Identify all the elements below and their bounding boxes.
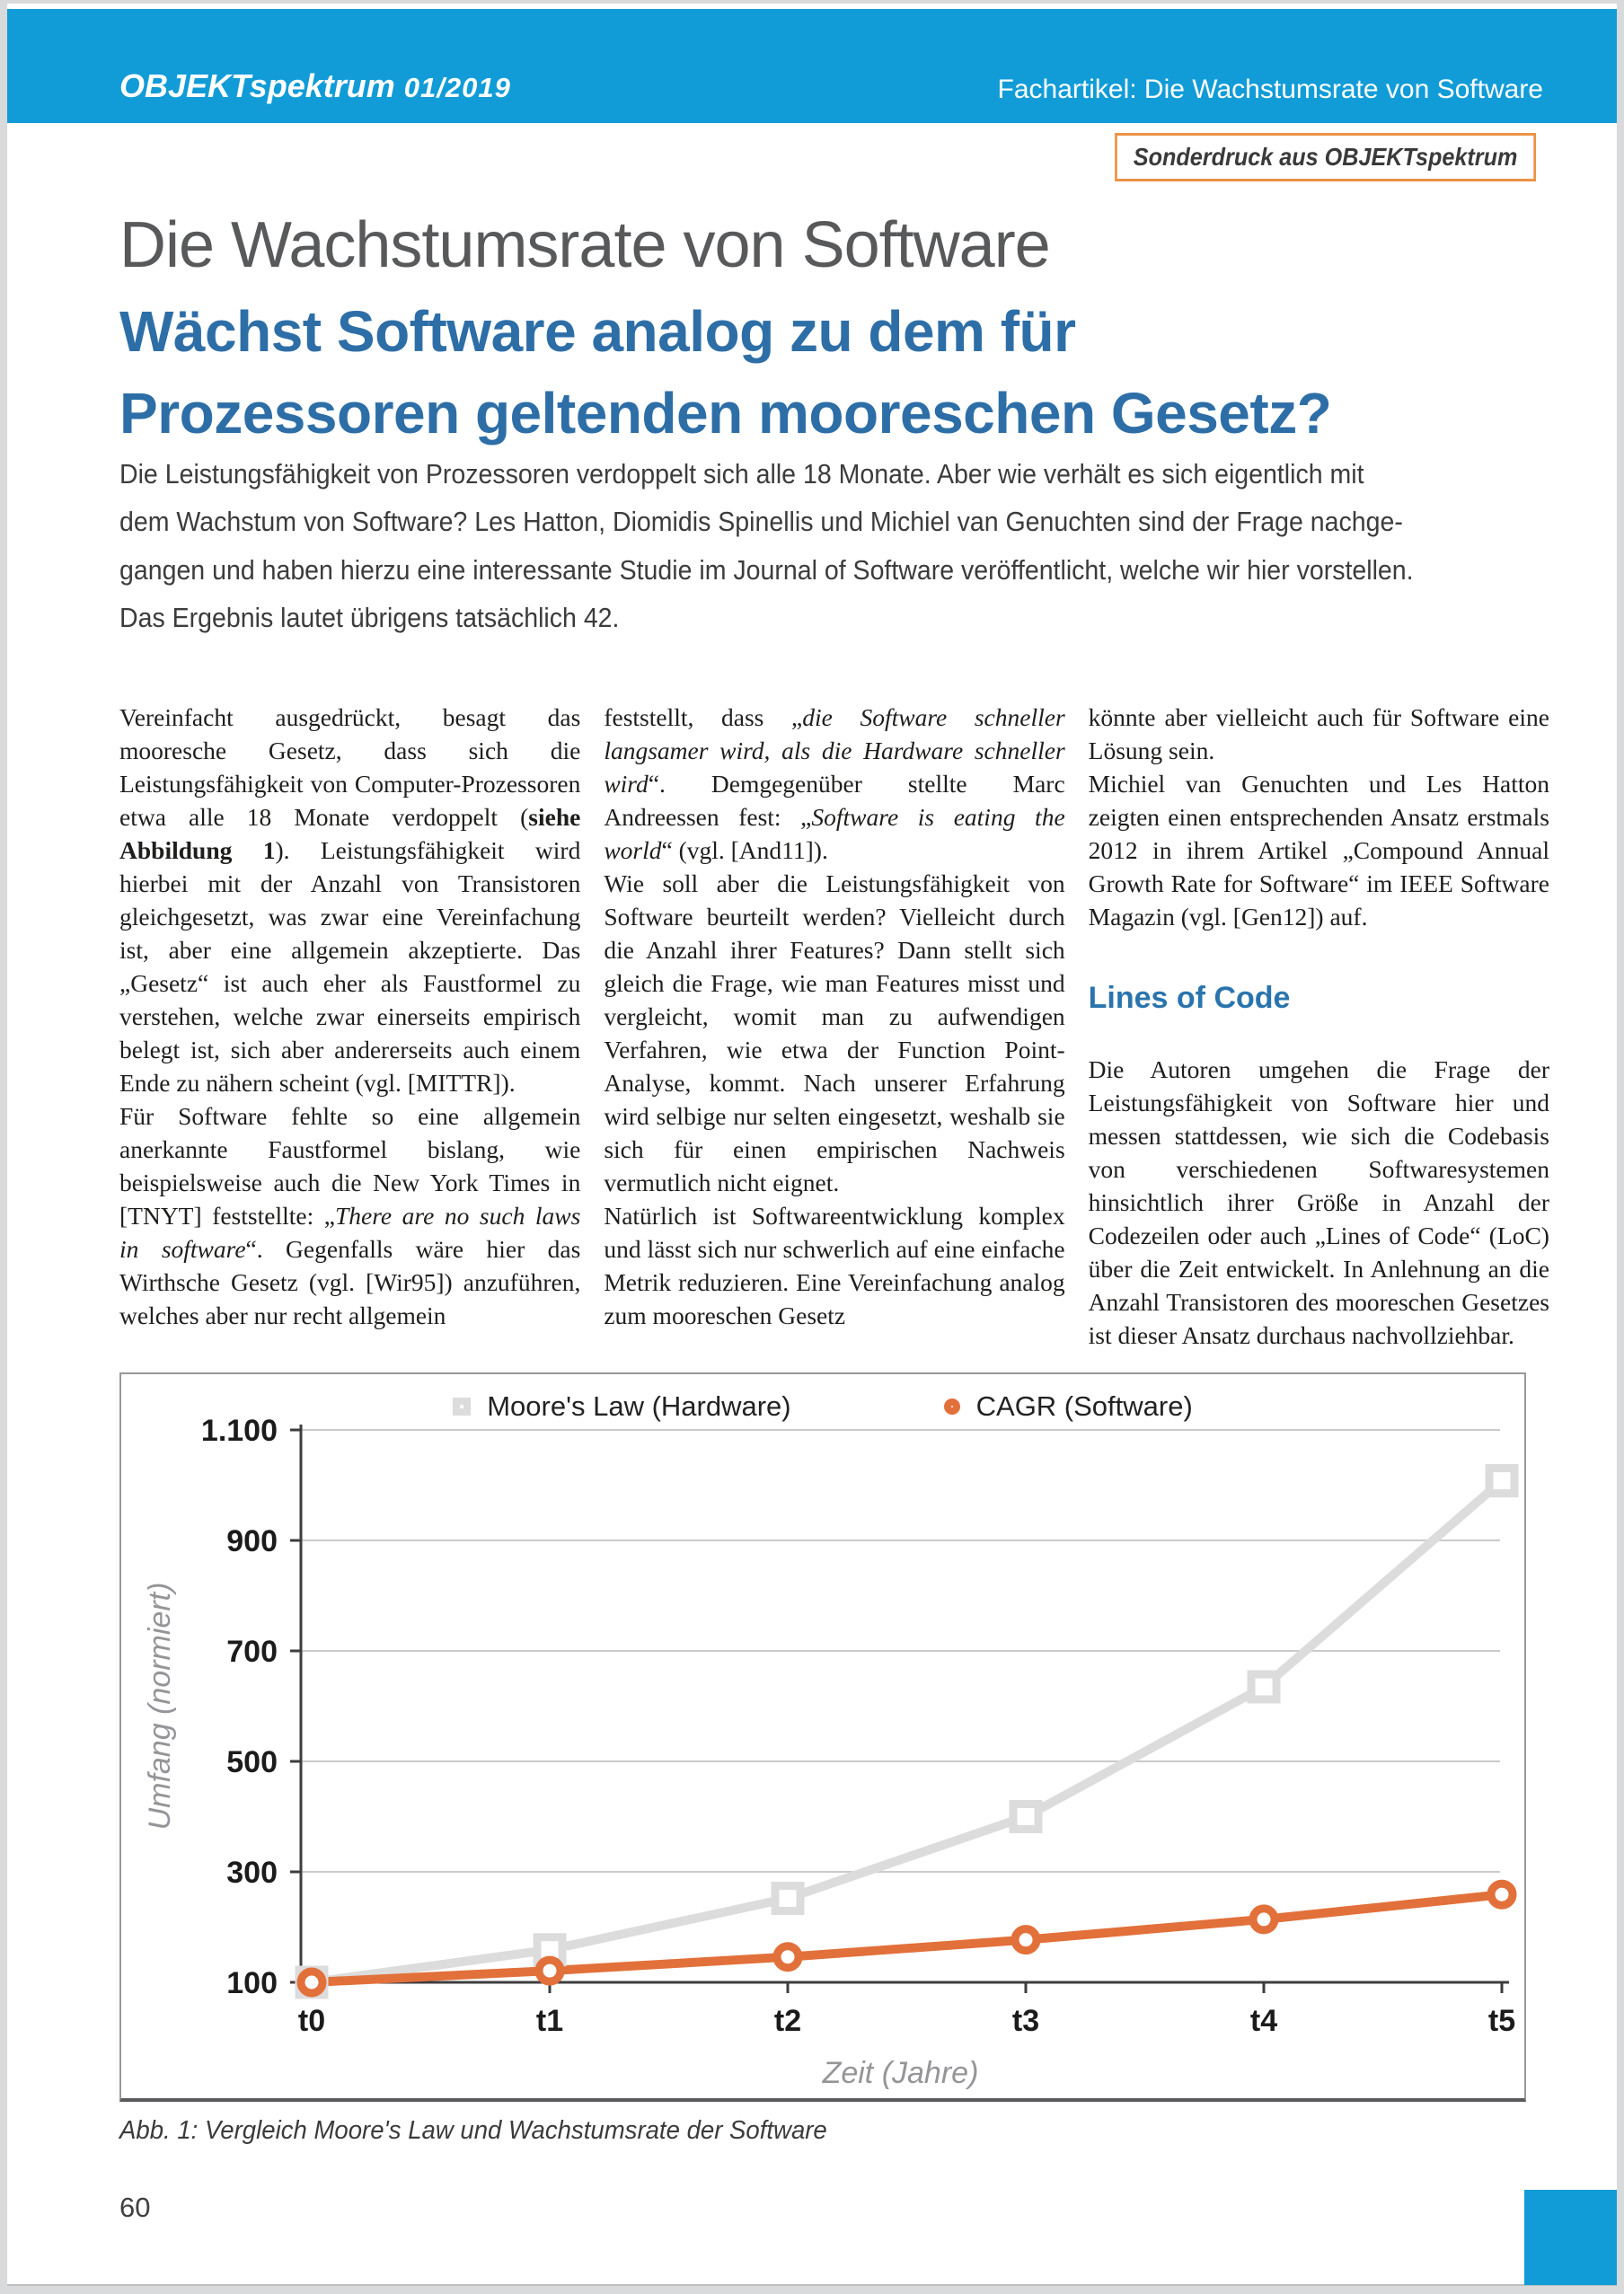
svg-text:t3: t3 [1012, 2004, 1039, 2038]
figure: 100 300 500 700 900 1.100 t0 t1 t2 t3 t4 t5 Zeit (Ja… [119, 1372, 1526, 2102]
body-paragraph: feststellt, dass „die Software schneller… [604, 703, 1065, 864]
body-paragraph: könnte aber vielleicht auch für Software… [1088, 703, 1549, 764]
body-columns: Vereinfacht ausgedrückt, besagt das moor… [119, 701, 1549, 1352]
svg-text:t5: t5 [1488, 2004, 1515, 2038]
page-number: 60 [119, 2192, 151, 2223]
body-paragraph: Wie soll aber die Leistungsfähigkeit von… [604, 869, 1065, 1196]
growth-chart: 100 300 500 700 900 1.100 t0 t1 t2 t3 t4 t5 Zeit (Ja… [143, 1414, 1519, 2090]
svg-text:t1: t1 [536, 2004, 563, 2038]
svg-text:900: 900 [226, 1524, 278, 1558]
svg-text:t4: t4 [1250, 2004, 1277, 2038]
body-paragraph: Die Autoren umgehen die Frage der Leistu… [1088, 1055, 1549, 1349]
svg-text:700: 700 [226, 1635, 278, 1669]
article-subtitle: Wächst Software analog zu dem für Prozes… [119, 299, 1332, 446]
figure-caption: Abb. 1: Vergleich Moore's Law und Wachst… [119, 2116, 827, 2145]
body-paragraph: Natürlich ist Softwareentwicklung komple… [604, 1202, 1065, 1329]
svg-text:1.100: 1.100 [201, 1414, 278, 1448]
article-lead: Die Leistungsfähigkeit von Prozessoren v… [119, 458, 1414, 633]
article-category-label: Fachartikel: Die Wachstumsrate von Softw… [997, 75, 1543, 104]
body-paragraph: Für Software fehlte so eine allgemein an… [119, 1102, 581, 1329]
body-paragraph: Vereinfacht ausgedrückt, besagt das moor… [119, 703, 581, 1097]
article-title: Die Wachstumsrate von Software [119, 209, 1051, 281]
legend-label: CAGR (Software) [975, 1390, 1193, 1422]
magazine-name: OBJEKTspektrum [119, 67, 395, 104]
header-bar: OBJEKTspektrum 01/2019 Fachartikel: Die W… [7, 9, 1617, 123]
chart-legend: Moore's Law (Hardware) CAGR (Software) [121, 1390, 1524, 1423]
svg-text:500: 500 [226, 1745, 278, 1779]
legend-item-cagr: CAGR (Software) [943, 1390, 1193, 1423]
legend-label: Moore's Law (Hardware) [487, 1390, 791, 1422]
svg-text:Zeit (Jahre): Zeit (Jahre) [822, 2056, 979, 2090]
magazine-logo: OBJEKTspektrum 01/2019 [119, 67, 511, 105]
svg-text:t0: t0 [298, 2004, 325, 2038]
page-corner-accent [1524, 2190, 1617, 2285]
svg-text:Umfang (normiert): Umfang (normiert) [143, 1583, 177, 1831]
page: OBJEKTspektrum 01/2019 Fachartikel: Die W… [7, 4, 1617, 2286]
svg-text:300: 300 [226, 1856, 278, 1890]
body-column-2: feststellt, dass „die Software schneller… [604, 701, 1064, 1352]
legend-item-moore: Moore's Law (Hardware) [453, 1390, 791, 1423]
svg-text:100: 100 [226, 1966, 278, 2000]
body-column-3: könnte aber vielleicht auch für Software… [1089, 701, 1549, 1352]
circle-marker-icon [943, 1398, 960, 1415]
body-paragraph: Michiel van Genuchten und Les Hatton zei… [1088, 770, 1549, 931]
square-marker-icon [453, 1398, 472, 1416]
issue-label: 01/2019 [403, 72, 511, 103]
body-column-1: Vereinfacht ausgedrückt, besagt das moor… [119, 701, 580, 1352]
section-heading: Lines of Code [1088, 981, 1291, 1015]
svg-text:t2: t2 [774, 2004, 801, 2038]
reprint-badge: Sonderdruck aus OBJEKTspektrum [1115, 133, 1536, 181]
